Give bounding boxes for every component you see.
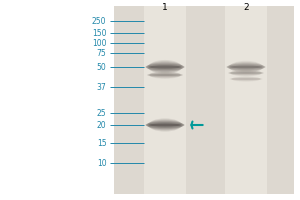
Text: 10: 10 <box>97 158 106 168</box>
Ellipse shape <box>148 120 182 130</box>
Ellipse shape <box>231 72 261 74</box>
Ellipse shape <box>148 65 182 69</box>
Ellipse shape <box>148 60 182 74</box>
Ellipse shape <box>149 72 181 78</box>
Bar <box>114 6 294 194</box>
Ellipse shape <box>229 71 263 75</box>
Bar <box>225 6 267 194</box>
Ellipse shape <box>232 76 260 82</box>
Ellipse shape <box>230 77 262 81</box>
Ellipse shape <box>150 74 180 76</box>
Text: 1: 1 <box>162 2 168 11</box>
Text: 25: 25 <box>97 108 106 117</box>
Text: 20: 20 <box>97 120 106 130</box>
Ellipse shape <box>146 64 184 70</box>
Text: 75: 75 <box>97 48 106 58</box>
Ellipse shape <box>148 72 182 78</box>
Ellipse shape <box>148 61 182 73</box>
Ellipse shape <box>148 118 182 132</box>
Text: 2: 2 <box>243 2 249 11</box>
Text: 150: 150 <box>92 28 106 38</box>
Ellipse shape <box>230 70 262 76</box>
Text: 37: 37 <box>97 83 106 92</box>
Text: 100: 100 <box>92 38 106 47</box>
Ellipse shape <box>147 73 183 77</box>
Ellipse shape <box>226 64 266 70</box>
Text: 50: 50 <box>97 62 106 72</box>
Ellipse shape <box>227 63 265 71</box>
Ellipse shape <box>146 122 184 128</box>
Text: 15: 15 <box>97 138 106 148</box>
Bar <box>144 6 186 194</box>
Ellipse shape <box>148 123 182 127</box>
Ellipse shape <box>228 71 264 75</box>
Ellipse shape <box>150 71 180 79</box>
Ellipse shape <box>146 121 184 129</box>
Ellipse shape <box>230 78 262 80</box>
Ellipse shape <box>231 69 261 77</box>
Ellipse shape <box>229 62 263 72</box>
Ellipse shape <box>146 63 184 71</box>
Ellipse shape <box>230 66 262 68</box>
Ellipse shape <box>232 78 260 80</box>
Text: 250: 250 <box>92 17 106 25</box>
Ellipse shape <box>230 61 262 73</box>
Ellipse shape <box>231 77 261 81</box>
